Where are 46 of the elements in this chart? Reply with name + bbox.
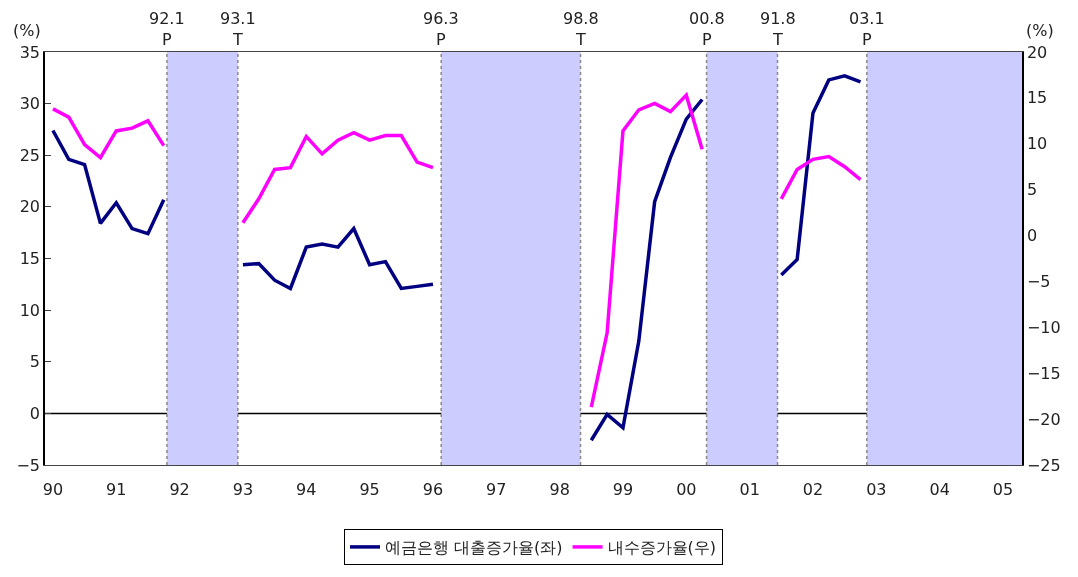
y2-tick-label: 10	[1026, 134, 1048, 154]
y2-tick-label: −15	[1026, 363, 1061, 383]
y-tick-label: 0	[29, 403, 41, 423]
x-tick-label: 99	[612, 480, 634, 500]
x-tick-label: 94	[296, 480, 317, 500]
y-tick-label: 30	[19, 94, 41, 114]
y-tick-label: 20	[19, 197, 41, 217]
ref-line-label: 96.3 P	[423, 9, 459, 49]
x-tick-label: 90	[42, 480, 64, 500]
y-tick-label: 35	[19, 42, 41, 62]
y-axis-title: (%)	[13, 21, 41, 40]
y2-tick-label: −20	[1026, 409, 1061, 429]
y2-tick-label: 0	[1026, 226, 1038, 246]
x-tick-label: 02	[802, 480, 824, 500]
y-tick-label: −5	[16, 455, 41, 475]
ref-line-label: 03.1 P	[849, 9, 885, 49]
x-tick-label: 93	[232, 480, 254, 500]
x-tick-label: 04	[929, 480, 950, 500]
y2-tick-label: −25	[1026, 455, 1061, 475]
x-tick-label: 96	[422, 480, 444, 500]
x-tick-label: 98	[549, 480, 570, 500]
ref-line-label: 98.8 T	[563, 9, 599, 49]
x-tick-label: 97	[486, 480, 507, 500]
y-tick-label: 15	[19, 249, 41, 269]
legend-label: 예금은행 대출증가율(좌)	[385, 538, 563, 558]
x-tick-label: 92	[169, 480, 190, 500]
x-tick-label: 95	[359, 480, 380, 500]
ref-line-label: 92.1 P	[149, 9, 185, 49]
y2-tick-label: 20	[1026, 42, 1048, 62]
y2-tick-label: −10	[1026, 317, 1061, 337]
x-tick-label: 03	[866, 480, 887, 500]
x-tick-label: 01	[739, 480, 760, 500]
ref-line-label: 00.8 P	[689, 9, 725, 49]
legend-label: 내수증가율(우)	[607, 538, 717, 558]
x-tick-label: 00	[676, 480, 697, 500]
y-tick-label: 25	[19, 145, 41, 165]
y-tick-label: 10	[19, 300, 41, 320]
y2-tick-label: 5	[1026, 180, 1038, 200]
y-tick-label: 5	[29, 352, 41, 372]
x-tick-label: 91	[106, 480, 127, 500]
y2-tick-label: −5	[1026, 272, 1051, 292]
x-tick-label: 05	[992, 480, 1014, 500]
y2-axis-title: (%)	[1026, 21, 1054, 40]
ref-line-label: 91.8 T	[760, 9, 796, 49]
y2-tick-label: 15	[1026, 88, 1048, 108]
ref-line-label: 93.1 T	[220, 9, 256, 49]
